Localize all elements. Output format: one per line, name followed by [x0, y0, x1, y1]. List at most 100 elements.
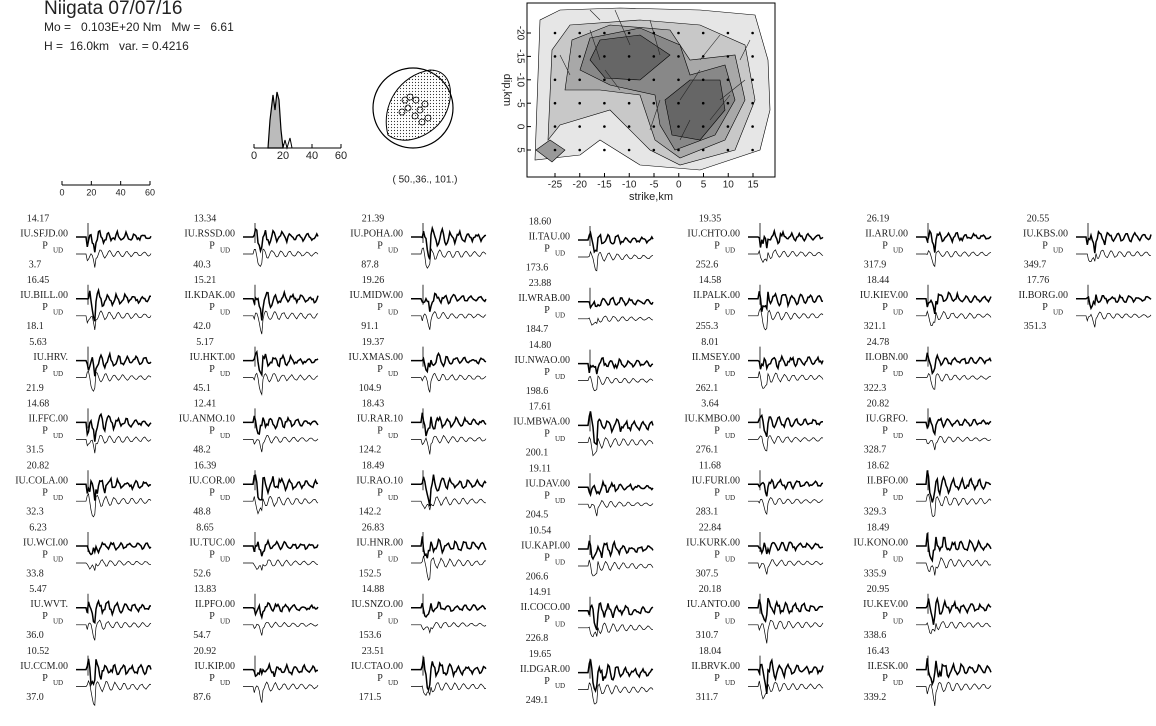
synthetic-waveform — [411, 555, 487, 581]
station-amplitude: 14.88 — [362, 584, 385, 595]
station-azimuth: 48.2 — [193, 445, 211, 456]
synthetic-waveform — [748, 249, 824, 264]
subfault-node — [751, 101, 754, 105]
synthetic-waveform — [411, 372, 487, 393]
synthetic-waveform — [916, 310, 992, 326]
station-panel: 5.47 IU.WVT.P UD 36.0 — [26, 584, 152, 641]
station-component: UD — [893, 370, 903, 378]
station-phase: P — [882, 611, 888, 622]
observed-waveform — [411, 412, 487, 437]
station-phase: P — [377, 426, 383, 437]
station-amplitude: 18.43 — [362, 399, 385, 410]
subfault-node — [553, 101, 557, 105]
station-panel: 5.17 IU.HKT.00P UD 45.1 — [190, 337, 319, 396]
observed-waveform — [578, 230, 654, 254]
subfault-node — [751, 125, 754, 128]
station-amplitude: 19.35 — [699, 213, 722, 224]
observed-waveform — [243, 538, 319, 557]
station-name: IU.KBS.00 — [1023, 228, 1068, 239]
station-azimuth: 307.5 — [696, 568, 719, 579]
station-panel: 22.84 IU.KURK.00P UD 307.5 — [686, 522, 824, 579]
station-name: IU.XMAS.00 — [349, 352, 403, 363]
slip-x-tick-label: 15 — [747, 180, 759, 191]
station-amplitude: 12.41 — [194, 399, 217, 410]
station-amplitude: 14.58 — [699, 275, 722, 286]
station-component: UD — [725, 494, 735, 502]
subfault-node — [627, 101, 631, 105]
subfault-node — [701, 148, 705, 152]
station-component: UD — [53, 556, 63, 564]
station-amplitude: 20.82 — [867, 399, 890, 410]
station-panel: 14.68 II.FFC.00P UD 31.5 — [26, 399, 152, 456]
station-name: IU.HRV. — [33, 352, 68, 363]
station-name: II.BFO.00 — [867, 475, 908, 486]
observed-waveform — [76, 658, 152, 688]
subfault-node — [677, 31, 680, 35]
subfault-node — [578, 31, 581, 35]
station-amplitude: 18.04 — [699, 646, 722, 657]
station-phase: P — [544, 614, 550, 625]
observed-waveform — [243, 415, 319, 436]
station-azimuth: 262.1 — [696, 383, 719, 394]
station-component: UD — [388, 556, 398, 564]
station-azimuth: 338.6 — [864, 630, 887, 641]
station-panel: 10.54 IU.KAPI.00P UD 206.6 — [521, 525, 654, 582]
station-azimuth: 48.8 — [193, 506, 211, 517]
station-phase: P — [42, 364, 48, 375]
station-phase: P — [544, 676, 550, 687]
station-name: II.BRVK.00 — [691, 661, 740, 672]
subfault-node — [578, 148, 581, 152]
subfault-node — [603, 148, 606, 152]
station-panel: 14.91 II.COCO.00P UD 226.8 — [521, 587, 654, 644]
moment-line: Mo = 0.103E+20 Nm Mw = 6.61 — [44, 20, 234, 34]
subfault-node — [553, 78, 557, 82]
station-azimuth: 152.5 — [359, 568, 382, 579]
slip-xlabel: strike,km — [629, 191, 673, 203]
station-azimuth: 206.6 — [526, 571, 549, 582]
station-panel: 6.23 IU.WCI.00P UD 33.8 — [23, 522, 152, 579]
station-panel: 20.92 IU.KIP.00P UD 87.6 — [193, 646, 319, 703]
station-phase: P — [377, 549, 383, 560]
station-name: II.FFC.00 — [29, 414, 68, 425]
synthetic-waveform — [578, 436, 654, 457]
station-panel: 14.17 IU.SFJD.00P UD 3.7 — [20, 213, 152, 270]
station-amplitude: 14.80 — [529, 340, 552, 351]
station-phase: P — [377, 364, 383, 375]
synthetic-waveform — [76, 679, 152, 707]
station-name: IU.KEV.00 — [863, 599, 908, 610]
station-azimuth: 52.6 — [193, 568, 211, 579]
time-scale-tick-label: 40 — [116, 187, 126, 197]
station-name: IU.FURI.00 — [692, 475, 740, 486]
station-name: IU.WCI.00 — [23, 537, 68, 548]
time-scale-tick-label: 0 — [59, 187, 64, 197]
station-amplitude: 3.64 — [701, 399, 719, 410]
station-azimuth: 283.1 — [696, 506, 719, 517]
station-name: IU.KONO.00 — [854, 537, 908, 548]
slip-y-tick-label: -20 — [514, 26, 525, 41]
station-component: UD — [555, 682, 565, 690]
depth-line: H = 16.0km var. = 0.4216 — [44, 39, 189, 53]
station-azimuth: 42.0 — [193, 321, 211, 332]
subfault-node — [751, 78, 754, 82]
station-azimuth: 87.8 — [361, 259, 379, 270]
synthetic-waveform — [411, 311, 487, 330]
station-name: II.COCO.00 — [521, 602, 570, 613]
mechanism-label: ( 50.,36., 101.) — [392, 175, 457, 186]
station-amplitude: 19.65 — [529, 649, 552, 660]
station-phase: P — [42, 611, 48, 622]
station-amplitude: 14.91 — [529, 587, 552, 598]
station-azimuth: 3.7 — [29, 259, 42, 270]
station-panel: 24.78 II.OBN.00P UD 322.3 — [864, 337, 992, 394]
station-azimuth: 311.7 — [696, 692, 718, 703]
synthetic-waveform — [411, 496, 486, 511]
slip-y-tick-label: 5 — [514, 147, 525, 153]
observed-waveform — [916, 596, 992, 625]
station-phase: P — [544, 243, 550, 254]
subfault-node — [627, 31, 631, 35]
station-component: UD — [220, 308, 230, 316]
synthetic-waveform — [76, 493, 152, 518]
subfault-node — [603, 78, 606, 82]
station-amplitude: 14.17 — [27, 213, 50, 224]
station-name: IU.KMBO.00 — [684, 414, 740, 425]
